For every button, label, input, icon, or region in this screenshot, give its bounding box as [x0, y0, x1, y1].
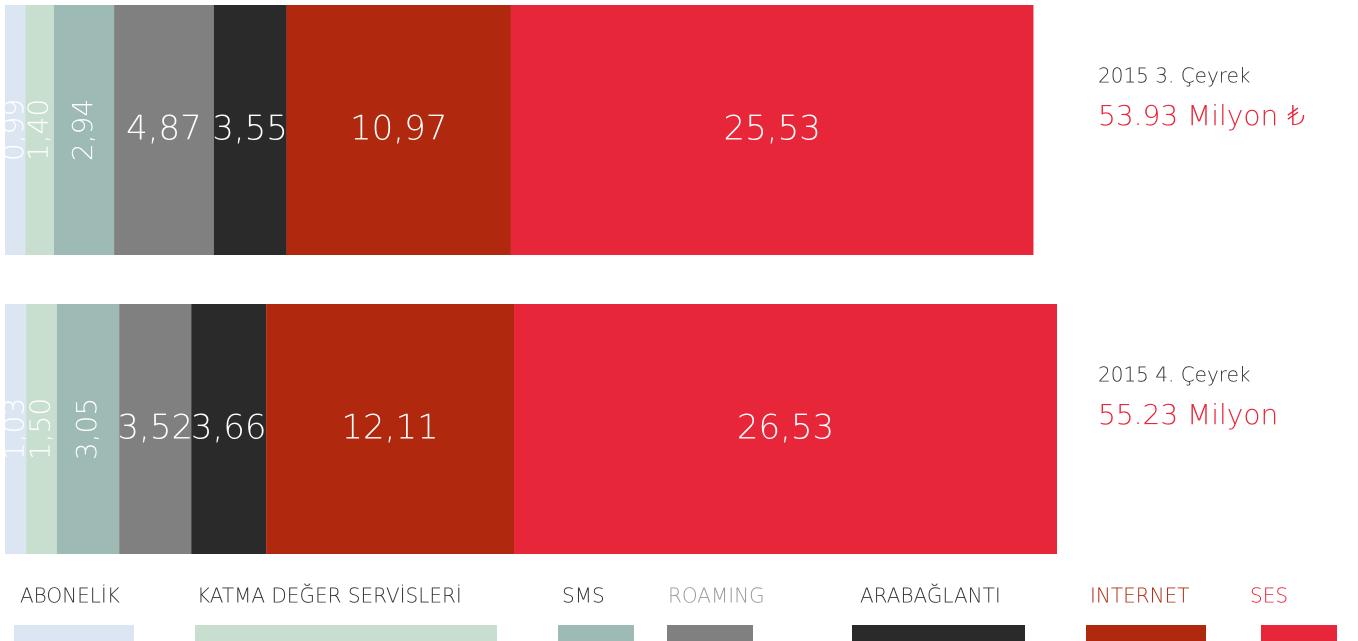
- value-label: 3,52: [117, 408, 193, 448]
- bar-segment: [510, 5, 1034, 255]
- value-label: 3,05: [70, 398, 103, 460]
- bar-segment: [26, 304, 57, 554]
- legend-label: ROAMING: [668, 584, 765, 608]
- legend-swatch: [852, 625, 1025, 641]
- bar-segment: [114, 5, 214, 255]
- value-label: 3,55: [212, 109, 288, 149]
- bar-segment: [5, 304, 27, 554]
- bar-segment: [266, 304, 515, 554]
- legend-swatch: [558, 625, 634, 641]
- legend-label: ABONELİK: [20, 584, 120, 608]
- value-label: 0,99: [0, 99, 30, 161]
- bar-segment: [5, 5, 26, 255]
- legend-label: KATMA DEĞER SERVİSLERİ: [197, 584, 462, 608]
- bar-segment: [56, 304, 120, 554]
- total-label: 55.23 Milyon: [1098, 398, 1278, 431]
- value-label: 12,11: [341, 408, 438, 448]
- legend-swatch: [195, 625, 497, 641]
- value-label: 1,03: [0, 398, 31, 460]
- legend-swatch: [1086, 625, 1206, 641]
- bar-segment: [514, 304, 1057, 554]
- category-label: 2015 3. Çeyrek: [1098, 64, 1250, 88]
- value-label: 1,50: [23, 398, 56, 460]
- bar-segment: [191, 304, 267, 554]
- bar-segment: [25, 5, 54, 255]
- total-label: 53.93 Milyon ₺: [1098, 99, 1305, 132]
- value-label: 4,87: [126, 109, 202, 149]
- bar-segment: [119, 304, 192, 554]
- value-label: 26,53: [737, 408, 834, 448]
- legend-swatch: [1261, 625, 1337, 641]
- legend-swatch: [667, 625, 753, 641]
- category-label: 2015 4. Çeyrek: [1098, 363, 1250, 387]
- value-label: 1,40: [22, 99, 55, 161]
- value-label: 2,94: [66, 99, 99, 161]
- value-label: 3,66: [191, 408, 267, 448]
- value-label: 10,97: [350, 109, 447, 149]
- value-label: 25,53: [724, 109, 821, 149]
- bar-segment: [286, 5, 511, 255]
- bar-segment: [213, 5, 287, 255]
- bar-segment: [53, 5, 115, 255]
- legend-label: SMS: [562, 584, 605, 608]
- legend-label: INTERNET: [1090, 584, 1189, 608]
- legend-label: SES: [1250, 584, 1288, 608]
- legend-label: ARABAĞLANTI: [860, 584, 1001, 608]
- legend-swatch: [14, 625, 134, 641]
